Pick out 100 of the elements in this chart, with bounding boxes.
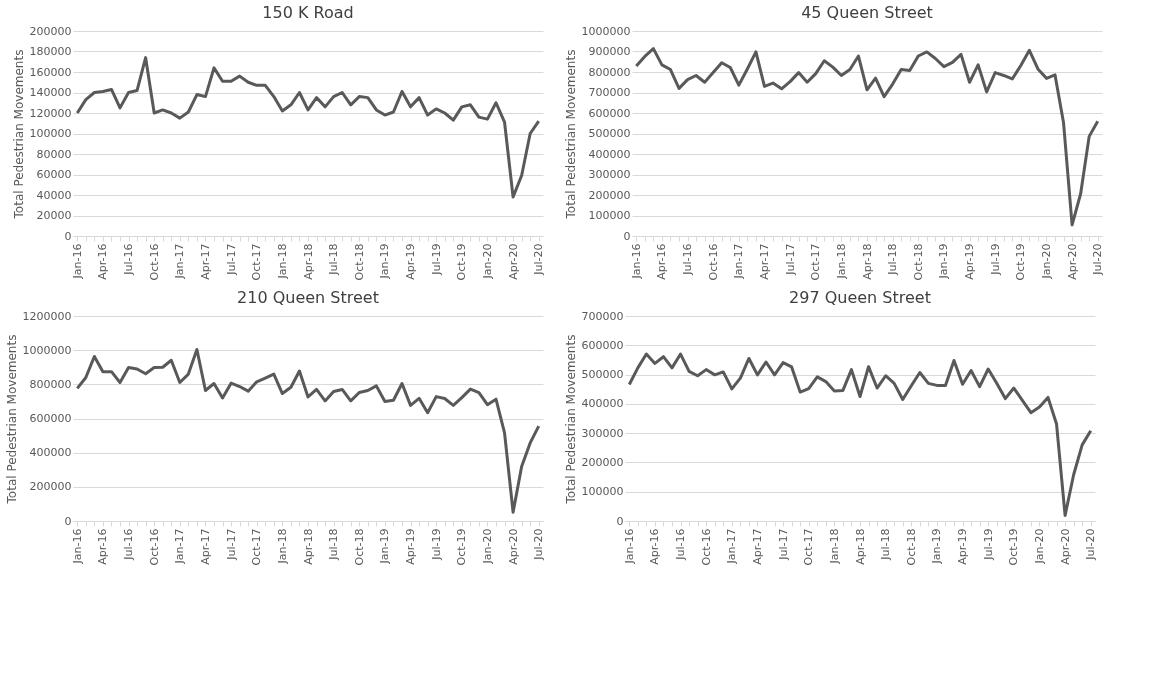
x-tick-label: Oct-18 (352, 243, 366, 281)
y-tick-label: 900000 (588, 45, 631, 58)
y-tick-label: 160000 (29, 65, 72, 79)
x-tick-label: Jul-20 (1084, 528, 1098, 561)
x-tick-label: Jul-18 (327, 528, 341, 561)
x-tick-label: Apr-17 (198, 528, 212, 565)
y-axis-title: Total Pedestrian Movements (11, 49, 26, 220)
x-tick-label: Jan-18 (834, 243, 848, 280)
x-tick-label: Oct-18 (904, 528, 918, 566)
y-tick-label: 400000 (29, 446, 72, 460)
x-tick-label: Apr-16 (96, 528, 110, 565)
y-tick-label: 600000 (29, 412, 72, 425)
x-tick-label: Oct-18 (352, 528, 366, 566)
x-tick-label: Jan-19 (937, 243, 951, 280)
y-tick-label: 500000 (581, 368, 624, 382)
x-tick-label: Apr-19 (956, 528, 970, 565)
x-tick-label: Oct-17 (809, 243, 823, 281)
x-tick-label: Jan-16 (629, 243, 643, 280)
x-tick-label: Jul-16 (681, 243, 695, 276)
x-tick-label: Jan-18 (275, 528, 289, 565)
y-tick-label: 1000000 (581, 24, 631, 38)
y-tick-label: 0 (64, 514, 72, 528)
chart-title: 297 Queen Street (789, 288, 931, 307)
y-tick-label: 40000 (36, 188, 72, 202)
x-tick-label: Jul-19 (429, 528, 443, 561)
x-tick-label: Apr-18 (301, 528, 315, 565)
x-tick-label: Oct-16 (706, 243, 720, 281)
x-tick-label: Oct-19 (1014, 243, 1028, 281)
x-tick-label: Jan-16 (622, 528, 636, 565)
x-tick-label: Apr-20 (1065, 243, 1079, 280)
chart-title: 45 Queen Street (801, 3, 933, 22)
y-axis-title: Total Pedestrian Movements (563, 49, 578, 220)
y-tick-label: 300000 (581, 426, 624, 440)
x-tick-label: Jul-17 (224, 243, 238, 276)
x-tick-label: Apr-17 (198, 243, 212, 280)
x-tick-label: Jan-20 (1039, 243, 1053, 280)
x-tick-label: Jul-17 (224, 528, 238, 561)
x-tick-label: Jul-17 (776, 528, 790, 561)
x-tick-label: Oct-19 (455, 528, 469, 566)
y-tick-label: 700000 (581, 309, 624, 323)
line-series (75, 347, 541, 514)
y-tick-label: 20000 (36, 209, 72, 222)
y-tick-label: 140000 (29, 86, 72, 99)
x-tick-label: Oct-19 (455, 243, 469, 281)
chart-title: 150 K Road (262, 3, 354, 22)
x-tick-label: Apr-19 (404, 528, 418, 565)
x-tick-label: Oct-19 (1007, 528, 1021, 566)
x-tick-label: Oct-17 (802, 528, 816, 566)
x-tick-label: Jul-16 (122, 528, 136, 561)
x-tick-label: Jan-19 (930, 528, 944, 565)
y-tick-label: 400000 (581, 397, 624, 411)
y-tick-label: 400000 (588, 147, 631, 161)
y-tick-label: 100000 (581, 485, 624, 499)
y-tick-label: 1200000 (22, 309, 72, 323)
x-tick-label: Oct-17 (250, 528, 264, 566)
x-tick-label: Apr-19 (963, 243, 977, 280)
x-tick-label: Apr-18 (860, 243, 874, 280)
y-tick-label: 600000 (588, 106, 631, 120)
y-tick-label: 800000 (588, 65, 631, 79)
x-tick-label: Jan-19 (378, 243, 392, 280)
y-tick-label: 200000 (581, 455, 624, 469)
x-tick-label: Apr-20 (506, 528, 520, 565)
y-tick-label: 60000 (36, 168, 72, 181)
y-tick-label: 500000 (588, 127, 631, 140)
y-tick-label: 600000 (581, 338, 624, 352)
line-series (634, 47, 1100, 227)
x-tick-label: Jan-20 (480, 243, 494, 280)
x-tick-label: Jan-17 (725, 528, 739, 565)
y-axis-title: Total Pedestrian Movements (563, 334, 578, 505)
y-tick-label: 0 (64, 229, 72, 243)
x-tick-label: Jan-18 (827, 528, 841, 565)
x-tick-label: Jan-20 (1032, 528, 1046, 565)
x-tick-label: Jan-18 (275, 243, 289, 280)
line-series (627, 352, 1093, 517)
y-tick-label: 100000 (588, 209, 631, 222)
y-tick-label: 200000 (29, 24, 72, 38)
x-tick-label: Jan-17 (732, 243, 746, 280)
x-tick-label: Apr-18 (853, 528, 867, 565)
y-tick-label: 200000 (588, 188, 631, 202)
x-tick-label: Jan-16 (70, 243, 84, 280)
x-tick-label: Jul-20 (532, 528, 546, 561)
y-axis-title: Total Pedestrian Movements (4, 334, 19, 505)
chart-title: 210 Queen Street (237, 288, 379, 307)
x-tick-label: Jan-16 (70, 528, 84, 565)
x-tick-label: Oct-16 (147, 528, 161, 566)
x-tick-label: Jul-18 (879, 528, 893, 561)
x-tick-label: Jan-20 (480, 528, 494, 565)
y-tick-label: 1000000 (22, 343, 72, 357)
x-tick-label: Jul-16 (122, 243, 136, 276)
x-tick-label: Jul-18 (886, 243, 900, 276)
y-tick-label: 120000 (29, 106, 72, 120)
y-tick-label: 200000 (29, 480, 72, 494)
x-tick-label: Jul-19 (988, 243, 1002, 276)
y-tick-label: 700000 (588, 86, 631, 99)
x-tick-label: Apr-19 (404, 243, 418, 280)
x-tick-label: Jul-18 (327, 243, 341, 276)
x-tick-label: Oct-17 (250, 243, 264, 281)
x-tick-label: Apr-20 (506, 243, 520, 280)
y-tick-label: 180000 (29, 45, 72, 58)
x-tick-label: Jan-17 (173, 528, 187, 565)
